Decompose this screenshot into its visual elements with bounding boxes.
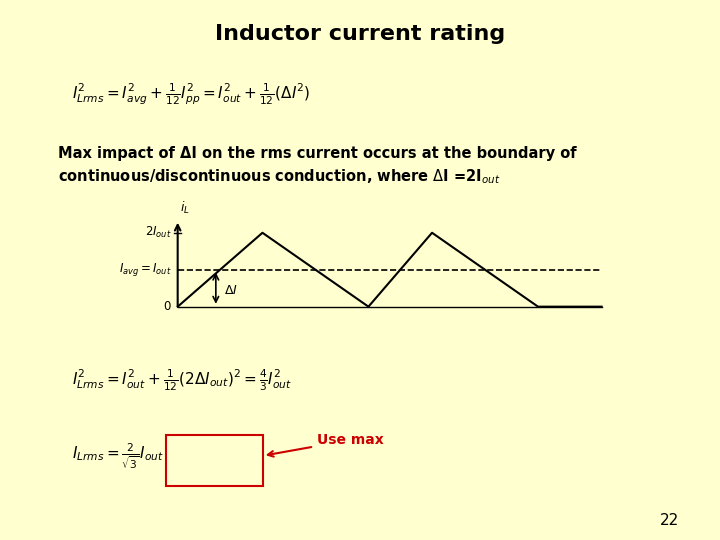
Text: $\Delta I$: $\Delta I$ (225, 284, 238, 296)
Text: $i_L$: $i_L$ (180, 200, 189, 216)
Text: $I_{Lrms} = \frac{2}{\sqrt{3}}I_{out}$: $I_{Lrms} = \frac{2}{\sqrt{3}}I_{out}$ (72, 442, 164, 471)
Text: 22: 22 (660, 513, 679, 528)
Text: continuous/discontinuous conduction, where $\Delta$I =2I$_{out}$: continuous/discontinuous conduction, whe… (58, 168, 500, 186)
Text: $2I_{out}$: $2I_{out}$ (145, 225, 171, 240)
Text: $I^2_{Lrms} = I^2_{out} + \frac{1}{12}\left(2\Delta I_{out}\right)^2 = \frac{4}{: $I^2_{Lrms} = I^2_{out} + \frac{1}{12}\l… (72, 368, 292, 394)
Text: $0$: $0$ (163, 300, 171, 313)
Text: Use max: Use max (268, 433, 384, 457)
Text: Max impact of ΔI on the rms current occurs at the boundary of: Max impact of ΔI on the rms current occu… (58, 146, 576, 161)
Text: $I_{avg} = I_{out}$: $I_{avg} = I_{out}$ (119, 261, 171, 278)
Text: Inductor current rating: Inductor current rating (215, 24, 505, 44)
Text: $I^2_{Lrms} = I^2_{avg} + \frac{1}{12}I^2_{pp} = I^2_{out} + \frac{1}{12}\left(\: $I^2_{Lrms} = I^2_{avg} + \frac{1}{12}I^… (72, 82, 310, 107)
